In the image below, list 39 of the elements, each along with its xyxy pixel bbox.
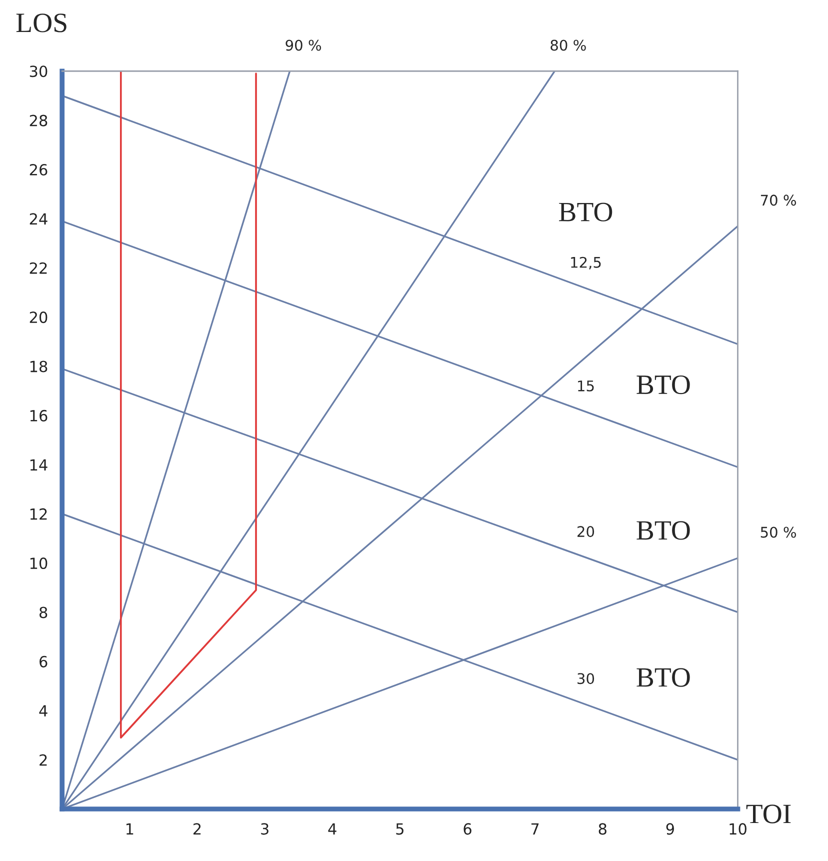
text: 70 %: [760, 194, 796, 206]
annotation: BTO: [636, 668, 690, 687]
x-tick-label: 7: [531, 823, 539, 834]
y-tick-label: 4: [39, 705, 48, 716]
x-tick-label: 1: [126, 823, 134, 834]
y-tick-label: 14: [30, 459, 48, 470]
y-tick-label: 22: [30, 262, 47, 274]
series-label: 15: [578, 380, 594, 392]
y-tick-label: 30: [30, 66, 48, 78]
x-tick-label: 10: [730, 823, 746, 835]
y-tick-label: 26: [30, 164, 48, 176]
y-tick-label: 8: [40, 606, 48, 618]
text: 50 %: [760, 526, 796, 538]
x-tick-label: 4: [328, 823, 336, 834]
x-tick-label: 6: [464, 823, 472, 835]
x-tick-label: 8: [598, 823, 606, 835]
annotation: BTO: [636, 375, 690, 394]
y-tick-label: 16: [30, 410, 48, 422]
x-axis-title: TOI: [746, 804, 791, 824]
y-axis-title: LOS: [16, 14, 66, 32]
series-label: 12,5: [571, 256, 601, 270]
y-tick-label: 20: [30, 312, 48, 324]
x-tick-label: 3: [261, 823, 268, 835]
x-tick-label: 9: [666, 823, 674, 835]
y-tick-label: 18: [30, 360, 48, 372]
y-tick-label: 10: [30, 558, 48, 570]
series-label: 80 %: [550, 40, 586, 51]
y-tick-label: 12: [30, 508, 47, 520]
x-tick-label: 2: [193, 823, 201, 834]
x-tick-label: 5: [396, 823, 404, 835]
y-tick-label: 28: [30, 114, 48, 126]
annotation: BTO: [558, 202, 612, 222]
series-label: 90 %: [286, 40, 322, 51]
y-tick-label: 2: [40, 754, 47, 766]
series-label: 20: [578, 526, 594, 538]
y-tick-label: 24: [30, 213, 48, 224]
series-label: 30: [578, 673, 594, 684]
y-tick-label: 6: [40, 656, 48, 668]
annotation: BTO: [636, 521, 690, 540]
